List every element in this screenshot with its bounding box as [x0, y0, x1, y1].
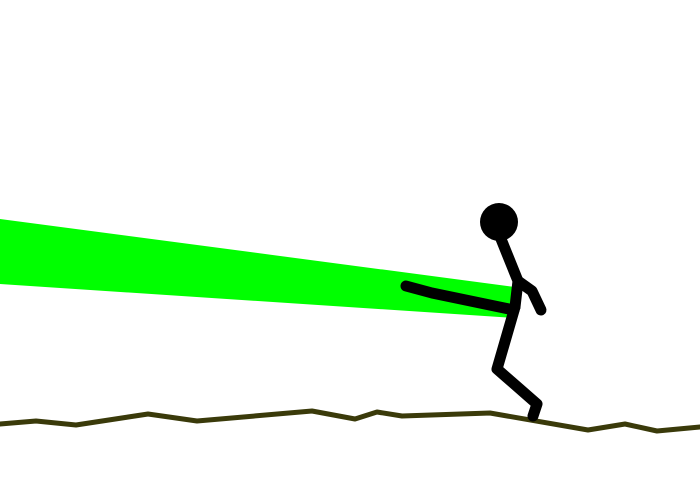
stickman-back-arm [512, 275, 547, 316]
stickman-front-arm [400, 280, 520, 316]
stickman-head [480, 203, 518, 241]
green-beam [0, 219, 515, 318]
stickman-player[interactable] [400, 203, 547, 422]
terrain-line [0, 408, 700, 434]
stickman-leg [491, 301, 543, 422]
